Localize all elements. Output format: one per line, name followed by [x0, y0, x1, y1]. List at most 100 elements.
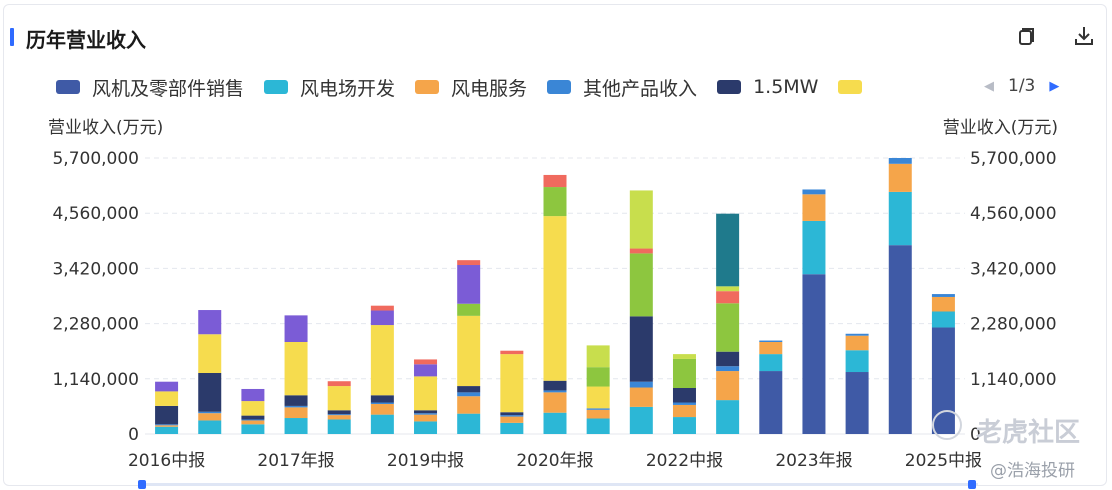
bar-segment: [414, 413, 438, 415]
bar-segment: [888, 163, 912, 192]
legend-label: 其他产品收入: [583, 77, 698, 100]
bar-segment: [716, 213, 740, 287]
bar-segment: [543, 390, 567, 393]
x-tick-label: 2023年报: [775, 451, 852, 471]
legend-item-other-products[interactable]: 其他产品收入: [547, 74, 697, 101]
y-tick-label-right: 4,560,000: [970, 204, 1057, 224]
bar-segment: [457, 413, 481, 434]
bar-segment: [543, 412, 567, 434]
bar-segment: [457, 303, 481, 316]
x-tick-label: 2017年报: [257, 451, 334, 471]
bar-segment: [931, 327, 955, 434]
chart-title: 历年营业收入: [26, 28, 146, 52]
zoom-slider-end-handle[interactable]: [968, 480, 976, 489]
bar-segment: [155, 391, 179, 406]
legend-item-wind-service[interactable]: 风电服务: [415, 74, 527, 101]
bar-segment: [327, 415, 351, 420]
bar-segment: [672, 354, 696, 359]
y-tick-label-left: 4,560,000: [52, 204, 139, 224]
bar-segment: [241, 419, 265, 421]
y-tick-label-right: 0: [970, 425, 981, 445]
legend-swatch: [547, 80, 572, 94]
bar-segment: [327, 381, 351, 387]
pager-prev-icon[interactable]: ◀: [984, 78, 994, 94]
bar-segment: [414, 421, 438, 434]
y-tick-label-left: 1,140,000: [52, 370, 139, 390]
bar-segment: [241, 420, 265, 425]
bar-segment: [629, 248, 653, 254]
x-tick-label: 2022中报: [646, 451, 723, 471]
legend-label: 风电服务: [451, 77, 528, 100]
bar-segment: [500, 422, 524, 434]
bar-segment: [845, 372, 869, 434]
bar-segment: [500, 350, 524, 355]
copy-icon[interactable]: [1014, 24, 1038, 48]
bar-segment: [241, 401, 265, 416]
bar-segment: [845, 333, 869, 336]
bar-segment: [629, 381, 653, 388]
bar-segment: [716, 291, 740, 304]
bar-segment: [457, 392, 481, 397]
y-tick-label-right: 3,420,000: [970, 259, 1057, 279]
title-accent-bar: [10, 28, 14, 46]
download-icon[interactable]: [1072, 24, 1096, 48]
bar-segment: [241, 415, 265, 420]
bar-segment: [716, 286, 740, 292]
bar-segment: [543, 216, 567, 381]
zoom-slider-start-handle[interactable]: [138, 480, 146, 489]
bar-segment: [457, 386, 481, 393]
legend-label: 风电场开发: [300, 77, 396, 100]
y-tick-label-right: 2,280,000: [970, 315, 1057, 335]
bar-segment: [370, 403, 394, 415]
bar-segment: [716, 351, 740, 367]
bar-segment: [716, 400, 740, 434]
bar-segment: [672, 404, 696, 418]
bar-segment: [888, 245, 912, 434]
legend-item-parts-sales[interactable]: 风机及零部件销售: [56, 74, 244, 101]
bar-segment: [284, 315, 308, 342]
bar-segment: [888, 191, 912, 246]
bar-segment: [198, 411, 222, 414]
bar-segment: [543, 174, 567, 188]
bar-segment: [284, 405, 308, 408]
bar-segment: [457, 265, 481, 304]
bar-segment: [543, 187, 567, 217]
bar-segment: [629, 387, 653, 407]
bar-segment: [155, 425, 179, 427]
bar-segment: [586, 408, 610, 410]
bar-segment: [457, 260, 481, 266]
bar-segment: [284, 407, 308, 419]
y-tick-label-right: 5,700,000: [970, 149, 1057, 169]
bar-segment: [414, 359, 438, 365]
bar-segment: [370, 395, 394, 403]
bar-segment: [327, 386, 351, 411]
bar-segment: [370, 414, 394, 434]
watermark-sub: @浩海投研: [990, 461, 1075, 481]
legend-swatch: [56, 80, 80, 94]
bar-segment: [759, 354, 783, 372]
watermark-main: 老虎社区: [976, 418, 1081, 448]
legend-item-wind-farm[interactable]: 风电场开发: [264, 74, 395, 101]
legend-item-1-5mw[interactable]: 1.5MW: [717, 76, 818, 98]
bar-segment: [672, 402, 696, 405]
pager-next-icon[interactable]: ▶: [1049, 78, 1060, 94]
legend-swatch: [415, 80, 440, 94]
zoom-slider-track[interactable]: [140, 483, 978, 486]
x-tick-label: 2016中报: [128, 451, 205, 471]
legend-item-yellow[interactable]: [838, 80, 874, 94]
bar-segment: [284, 418, 308, 434]
bar-segment: [241, 388, 265, 402]
bar-segment: [241, 424, 265, 434]
bar-segment: [716, 366, 740, 372]
bar-segment: [629, 406, 653, 434]
y-tick-label-right: 1,140,000: [970, 370, 1057, 390]
bar-segment: [543, 380, 567, 391]
bar-segment: [198, 372, 222, 412]
bar-segment: [716, 303, 740, 352]
bar-segment: [500, 354, 524, 413]
bar-segment: [759, 342, 783, 355]
bar-segment: [198, 310, 222, 335]
bar-segment: [370, 325, 394, 396]
bar-segment: [802, 189, 826, 195]
